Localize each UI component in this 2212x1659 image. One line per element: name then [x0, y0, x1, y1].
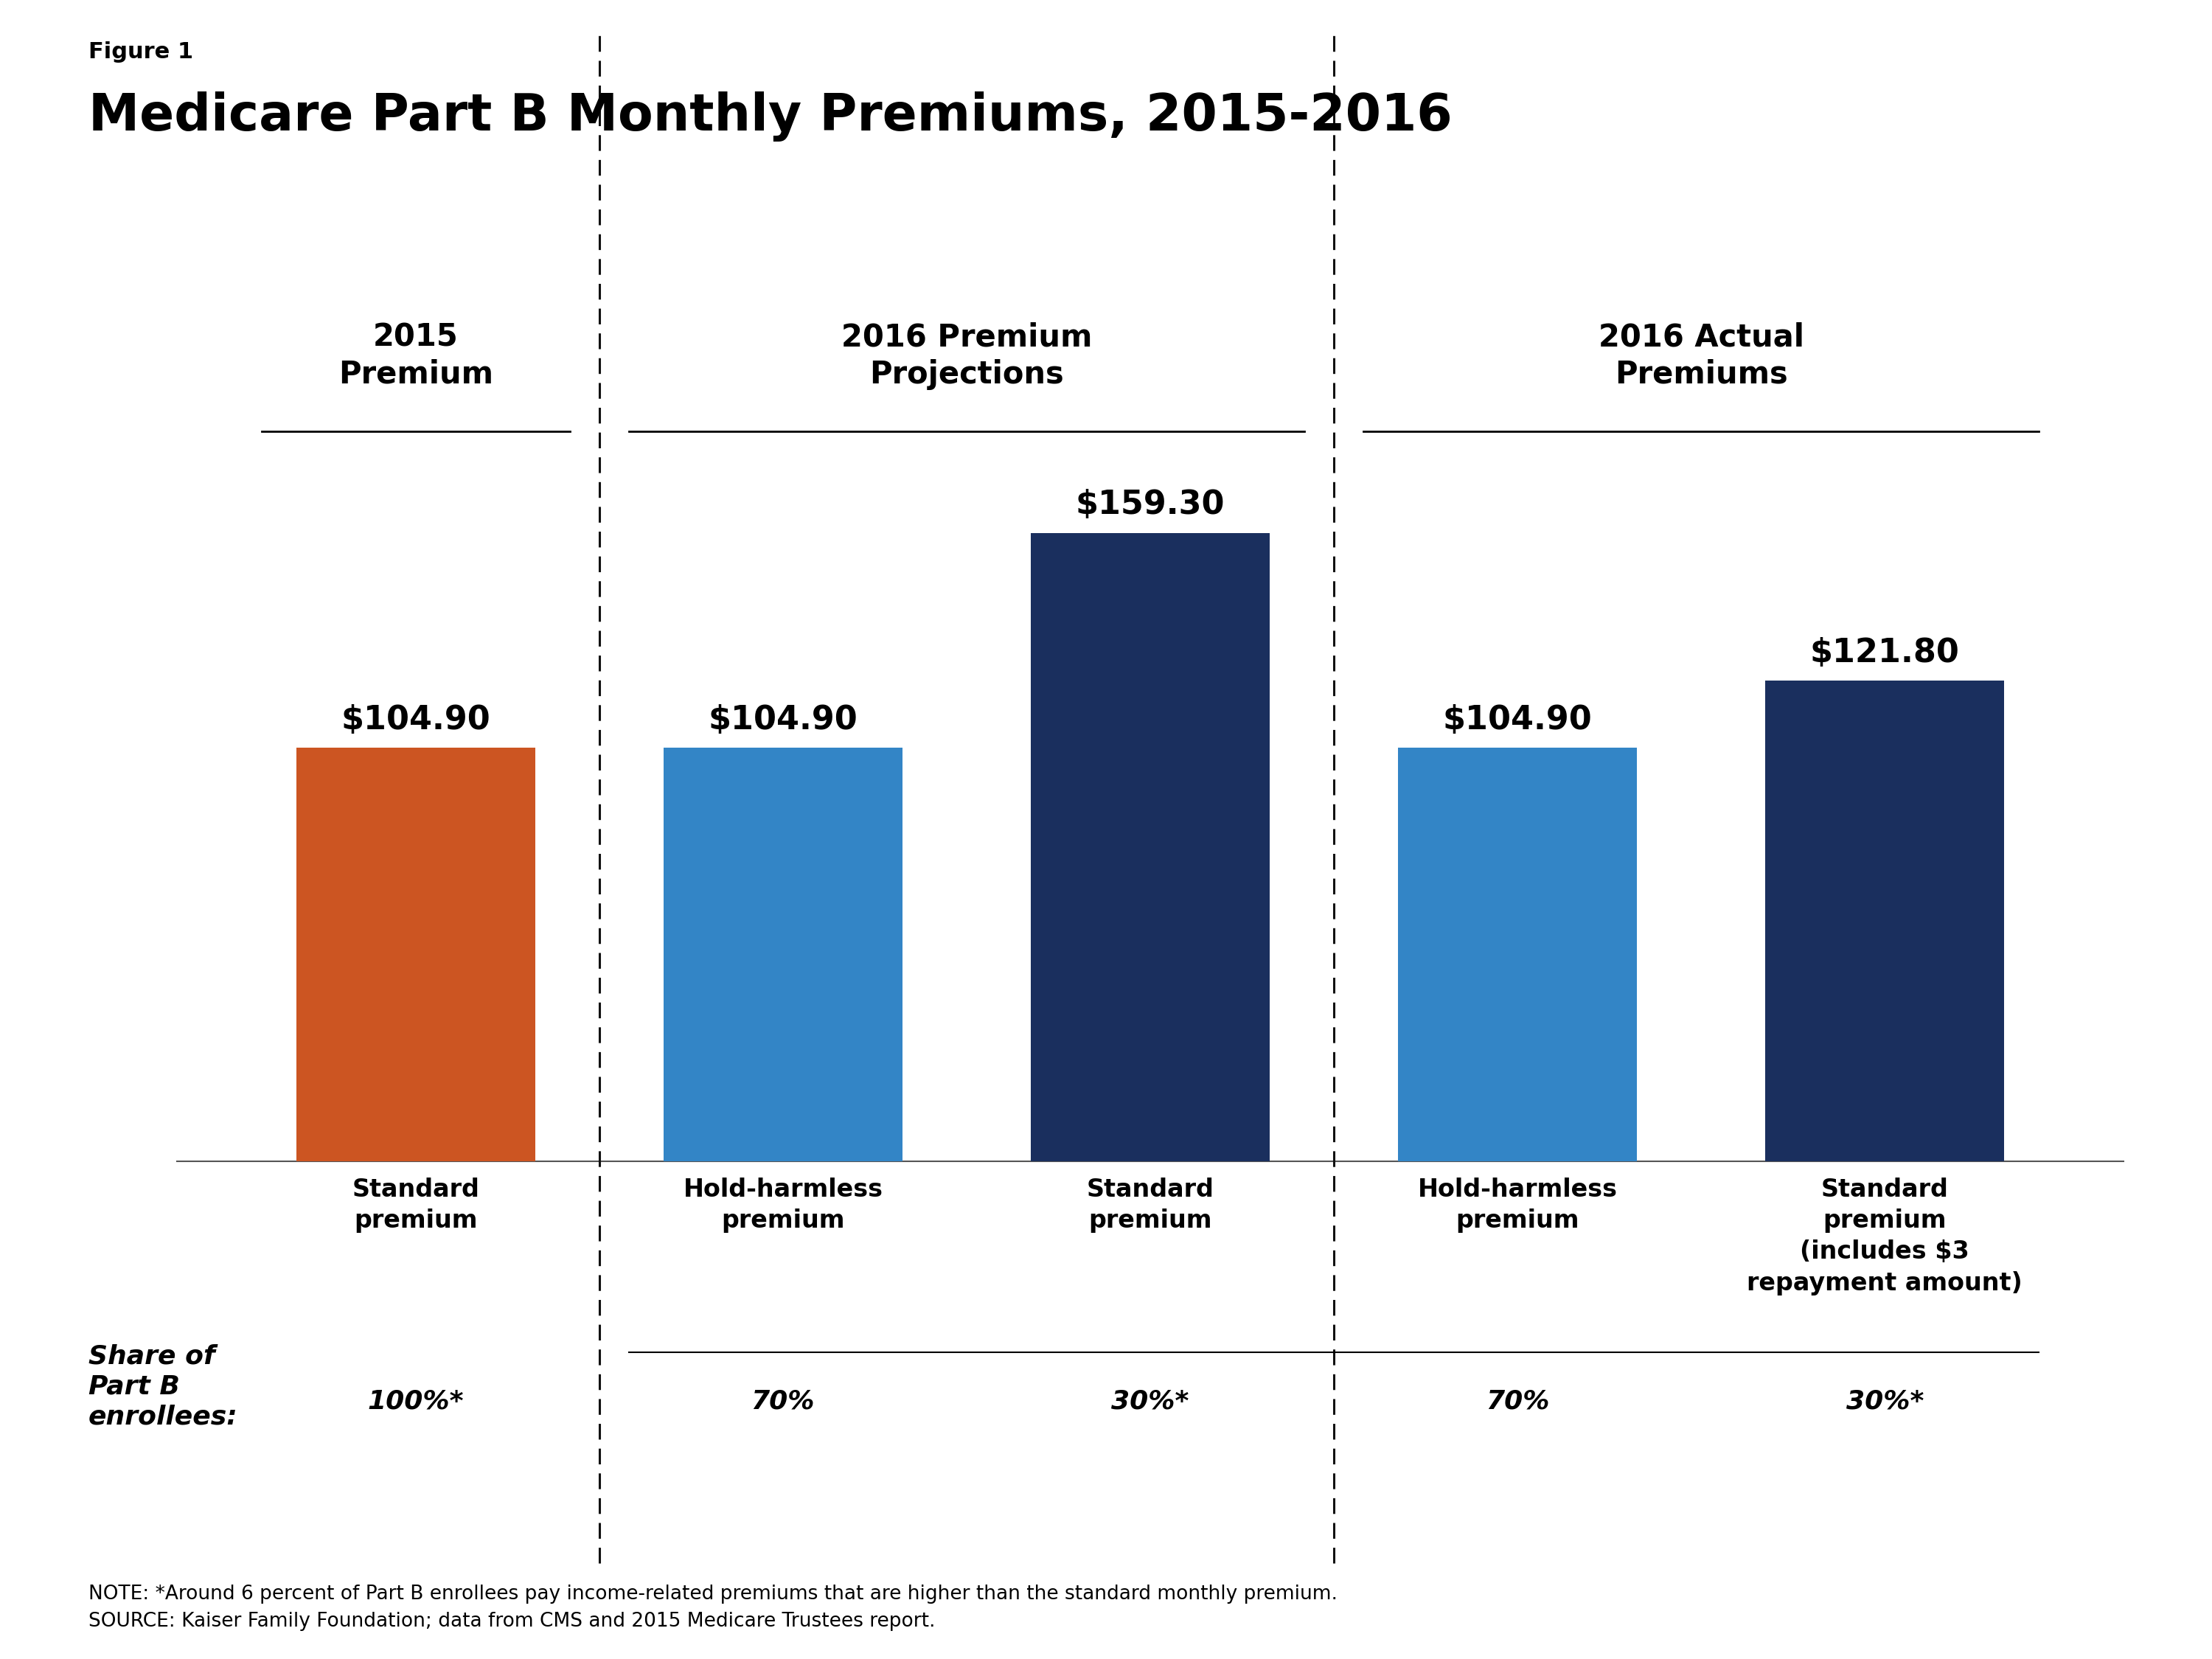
Text: Share of
Part B
enrollees:: Share of Part B enrollees: — [88, 1344, 239, 1428]
Text: Figure 1: Figure 1 — [88, 41, 192, 63]
Text: $159.30: $159.30 — [1075, 489, 1225, 521]
Text: KAISER: KAISER — [1973, 1540, 2064, 1561]
Bar — [296, 748, 535, 1161]
Text: FAMILY: FAMILY — [1989, 1588, 2048, 1603]
Text: NOTE: *Around 6 percent of Part B enrollees pay income-related premiums that are: NOTE: *Around 6 percent of Part B enroll… — [88, 1584, 1338, 1631]
Text: $104.90: $104.90 — [708, 703, 858, 735]
Text: 30%*: 30%* — [1110, 1389, 1190, 1413]
Text: 2016 Premium
Projections: 2016 Premium Projections — [841, 322, 1093, 390]
Text: 2016 Actual
Premiums: 2016 Actual Premiums — [1599, 322, 1805, 390]
Bar — [1765, 680, 2004, 1161]
Text: 100%*: 100%* — [367, 1389, 465, 1413]
Text: $104.90: $104.90 — [341, 703, 491, 735]
Text: 30%*: 30%* — [1847, 1389, 1924, 1413]
Text: FOUNDATION: FOUNDATION — [1982, 1626, 2055, 1636]
Bar — [1031, 533, 1270, 1161]
Text: Medicare Part B Monthly Premiums, 2015-2016: Medicare Part B Monthly Premiums, 2015-2… — [88, 91, 1453, 141]
Bar — [1398, 748, 1637, 1161]
Bar — [664, 748, 902, 1161]
Text: 70%: 70% — [1486, 1389, 1548, 1413]
Text: 2015
Premium: 2015 Premium — [338, 322, 493, 390]
Text: 70%: 70% — [752, 1389, 814, 1413]
Text: $104.90: $104.90 — [1442, 703, 1593, 735]
Text: $121.80: $121.80 — [1809, 637, 1960, 669]
Text: THE HENRY J.: THE HENRY J. — [1982, 1498, 2055, 1506]
